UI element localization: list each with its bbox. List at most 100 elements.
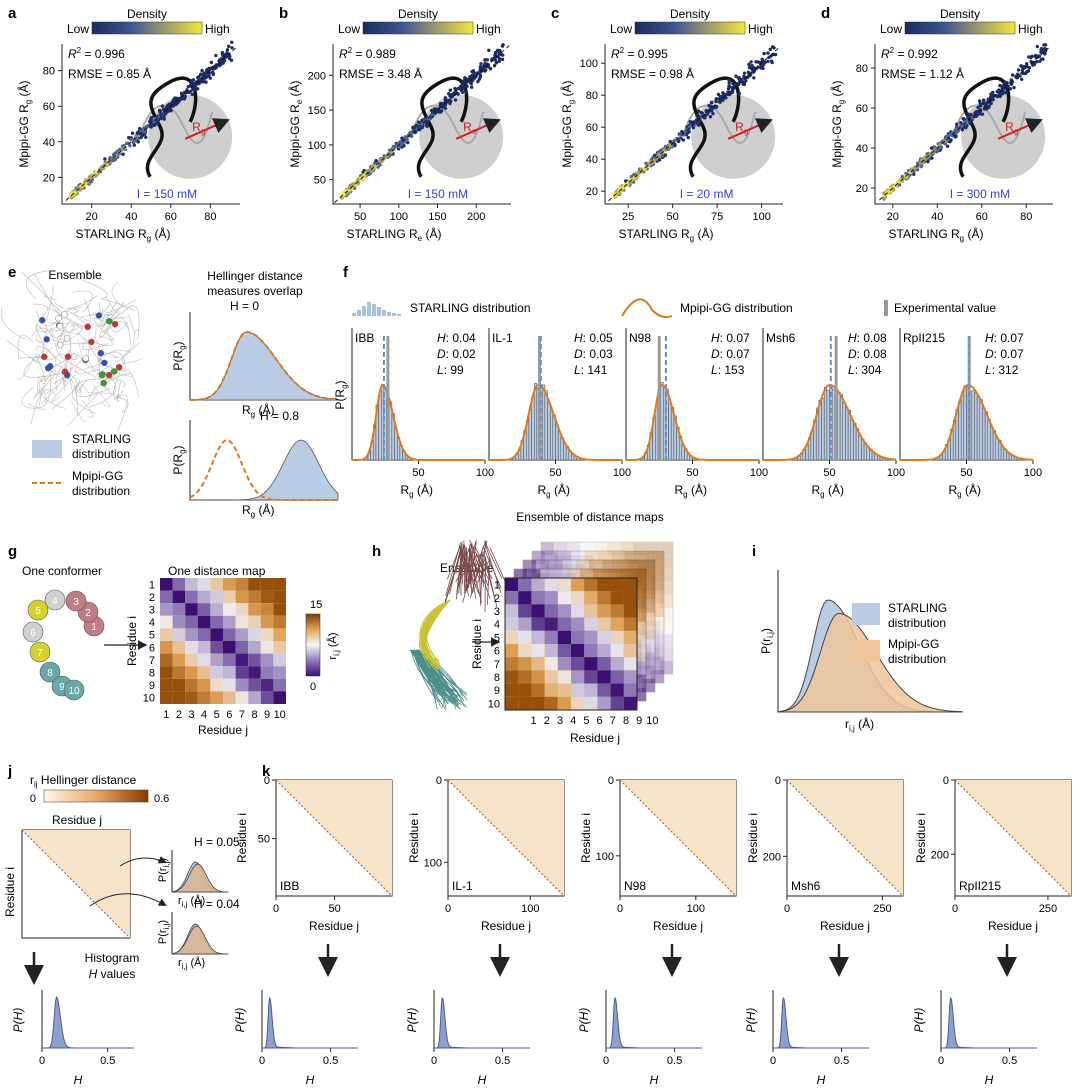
distance-map-cell: [235, 666, 249, 679]
scatter-point: [770, 45, 775, 49]
scatter-point: [676, 139, 681, 144]
scatter-point: [958, 124, 963, 128]
axes: [604, 44, 783, 205]
distance-map-cell: [571, 617, 585, 631]
ph-area: [941, 997, 1037, 1049]
protein-name: IBB: [355, 331, 374, 345]
distance-map-cell: [248, 641, 261, 654]
strand-mid: [419, 599, 451, 666]
scatter-point: [714, 97, 719, 101]
stacked-map-cell: [650, 643, 664, 657]
h-x-label: H: [650, 1073, 659, 1087]
residue-j-label: Residue j: [52, 813, 102, 827]
axes: [433, 990, 530, 1049]
distance-map-cell: [197, 578, 211, 591]
x-axis-label: STARLING Rg (Å): [889, 226, 984, 243]
scatter-point: [882, 196, 886, 201]
hellinger-map-Msh6: 0 250 0 200 Msh6 Residue j Residue i: [746, 775, 904, 977]
x-tick-label: 50: [667, 211, 679, 223]
distance-map-cell: [505, 644, 519, 658]
diagonal: [447, 779, 565, 897]
distance-map-cell: [623, 604, 637, 618]
mpipi-curve: [625, 383, 759, 461]
scatter-point: [378, 157, 383, 162]
scatter-point: [900, 174, 905, 179]
histogram-bar: [987, 419, 991, 461]
stacked-map-cell: [611, 551, 625, 565]
ensemble-strand: [81, 400, 94, 418]
distance-map-cell: [623, 683, 637, 697]
x-tick-label: 50: [412, 467, 424, 479]
x-tick-label: 7: [610, 715, 616, 727]
ionic-strength-label: I = 300 mM: [950, 187, 1010, 201]
scatter-point: [99, 165, 104, 169]
scatter-point: [1008, 87, 1013, 91]
distance-map-cell: [531, 578, 545, 592]
scatter-point: [737, 91, 742, 96]
stacked-map-cell: [532, 551, 546, 565]
stacked-map-cell: [646, 594, 660, 608]
stacked-map-cell: [650, 564, 664, 578]
x-axis-label: Rg (Å): [949, 482, 981, 499]
x-tick-label: 8: [251, 709, 257, 721]
histogram-panel-N98: 50 100 N98 H: 0.07 D: 0.07 L: 153 Rg (Å): [625, 328, 768, 499]
distance-map-cell: [571, 604, 585, 618]
scatter-point: [468, 76, 473, 80]
strand-top: [489, 547, 507, 584]
y-axis-label: Residue i: [235, 813, 249, 863]
ensemble-strand: [55, 302, 90, 322]
x-axis-label: Residue j: [309, 919, 359, 933]
callout-arrow: [119, 856, 167, 867]
ensemble-strand: [25, 270, 52, 300]
scatter-point: [727, 84, 731, 88]
front-map-border: [504, 577, 638, 711]
panel-label: d: [821, 5, 830, 22]
density-title: Density: [670, 7, 710, 21]
distance-map-cell: [505, 591, 519, 605]
scatter-point: [680, 129, 684, 134]
axes: [332, 44, 511, 205]
distance-map-cell: [557, 657, 571, 671]
scatter-point: [1004, 82, 1008, 86]
stacked-map-cell: [567, 555, 581, 569]
y-tick-label: 20: [856, 183, 868, 195]
scatter-point: [1037, 54, 1042, 58]
histogram-bar: [960, 395, 965, 461]
distance-map-cell: [273, 628, 286, 641]
scatter-point: [405, 137, 409, 142]
stacked-map-cell: [646, 647, 660, 661]
y-tick-label: 100: [424, 857, 442, 869]
distance-map-cell: [248, 590, 261, 604]
x-tick-label: 0: [617, 903, 623, 915]
scatter-point: [226, 44, 231, 49]
stacked-map-cell: [598, 551, 612, 565]
scatter-point: [944, 136, 949, 141]
strand-top: [461, 554, 469, 597]
y-tick-label: 7: [494, 659, 500, 671]
distance-map-cell: [518, 683, 532, 697]
distance-map-cell: [185, 666, 198, 679]
stat-D: D: 0.02: [437, 347, 476, 361]
distance-map-cell: [172, 590, 186, 604]
legend-mpipi-label: distribution: [72, 484, 130, 498]
distance-map-cell: [197, 666, 211, 679]
scatter-point: [187, 90, 191, 95]
scatter-point: [448, 88, 453, 92]
density-high-label: High: [748, 22, 773, 36]
distance-map-cell: [610, 630, 624, 644]
density-high-label: High: [1018, 22, 1043, 36]
distance-map-cell: [531, 630, 545, 644]
y-tick-label: 100: [580, 58, 598, 70]
ensemble-strand: [102, 321, 131, 346]
scatter-point: [691, 125, 696, 130]
stacked-map-cell: [659, 568, 673, 582]
scatter-point: [929, 146, 934, 150]
scatter-point: [454, 88, 458, 92]
x-axis-label: Residue j: [481, 919, 531, 933]
distance-map-cell: [597, 591, 611, 605]
x-tick-label: 0: [770, 1055, 776, 1067]
legend-histogram-bar: [362, 306, 366, 316]
panel-label: b: [279, 5, 288, 22]
distance-map-cell: [273, 615, 286, 629]
